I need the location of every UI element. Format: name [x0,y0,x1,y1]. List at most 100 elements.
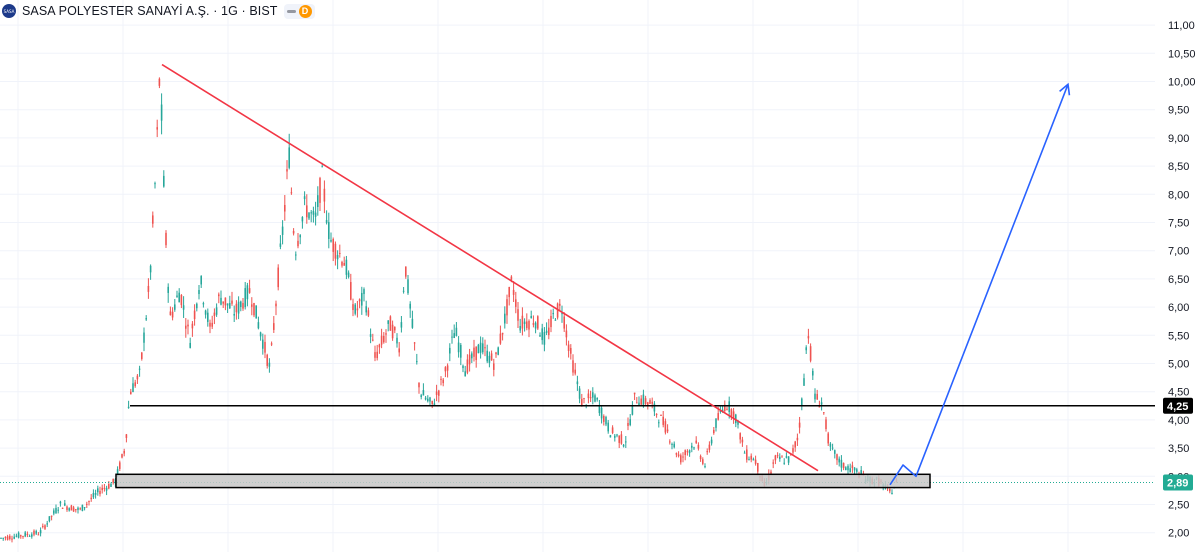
candle-body [81,504,84,512]
price-tick-label: 8,00 [1168,189,1189,201]
candle-body [83,507,86,509]
candle-body [488,355,491,363]
candle-body [603,416,605,422]
price-axis[interactable]: 11,00 10,50 10,00 9,50 9,00 8,50 8,00 7,50 7,00 6… [1163,20,1196,540]
candle-body [574,369,576,374]
candle-body [160,104,163,121]
candle-body [218,294,220,297]
candle-body [787,456,790,463]
candle-body [279,243,282,247]
candle-body [301,217,304,222]
candle-body [627,423,629,426]
candle-body [831,447,834,449]
candle-body [827,433,829,444]
candle-body [229,303,231,309]
current-price-label-bg [1163,474,1193,491]
candle-body [796,437,799,441]
candle-body [638,402,640,406]
candle-body [708,444,711,450]
candle-body [534,322,537,329]
candle-body [174,304,176,310]
candle-body [563,316,565,329]
candle-body [671,443,673,445]
candle-body [317,195,319,208]
candle-body [636,402,638,404]
candle-body [477,344,480,354]
candle-body [6,536,9,540]
candle-body [88,501,90,503]
candle-body [757,463,759,472]
candle-body [435,391,438,395]
candle-body [429,397,431,402]
candle-body [211,322,213,327]
candle-body [748,459,750,461]
candle-body [9,535,11,540]
projection-path [889,84,1069,486]
candle-body [167,286,169,293]
candle-body [134,382,136,387]
candle-body [180,294,183,306]
candle-body [77,507,79,510]
candle-body [468,354,471,365]
candle-body [37,534,40,536]
candle-body [394,327,396,331]
candle-body [484,347,486,349]
candle-body [611,427,614,433]
candle-body [521,315,524,329]
candle-body [556,303,559,318]
candle-body [559,303,561,306]
candle-body [224,297,227,306]
candle-body [396,337,398,344]
price-tick-label: 7,50 [1168,218,1189,230]
candle-body [235,303,238,313]
candle-body [275,303,277,307]
candle-body [237,301,240,314]
candle-body [424,397,427,400]
candle-body [66,506,68,510]
candle-body [64,503,66,506]
symbol-title[interactable]: SASA POLYESTER SANAYİ A.Ş. · 1G · BIST [22,4,278,18]
candle-body [803,378,805,386]
annotations [0,63,1155,489]
candle-body [719,410,722,412]
candle-body [363,289,365,295]
candle-body [508,286,510,298]
candle-body [842,462,845,469]
candle-body [561,313,563,315]
candle-body [739,433,741,440]
candle-body [506,299,508,316]
candle-body [374,352,376,358]
candle-body [442,379,444,384]
candle-body [660,414,662,416]
candle-body [515,299,517,307]
candle-body [752,458,755,461]
candle-body [59,501,62,504]
candle-body [497,347,499,355]
candle-body [829,443,832,447]
candle-body [55,507,57,513]
candle-body [11,538,13,540]
candle-body [13,536,15,539]
candle-body [495,352,497,355]
status-pill[interactable]: D [283,3,315,19]
price-tick-label: 5,00 [1168,359,1189,371]
candle-body [169,311,172,316]
candle-body [629,419,631,425]
grid-lines [0,0,1155,552]
candle-body [422,390,425,396]
candle-body [462,365,464,369]
chart-header: SASA SASA POLYESTER SANAYİ A.Ş. · 1G · B… [0,0,315,22]
candle-body [103,487,106,489]
candle-body [79,508,81,510]
candle-body [156,127,158,130]
candle-body [319,178,321,203]
price-tick-label: 5,50 [1168,330,1189,342]
candle-body [581,398,583,407]
candle-body [53,510,55,514]
candle-body [20,535,22,537]
candle-body [314,212,317,217]
candle-body [598,405,601,414]
candle-body [281,226,284,235]
candle-body [198,290,200,295]
